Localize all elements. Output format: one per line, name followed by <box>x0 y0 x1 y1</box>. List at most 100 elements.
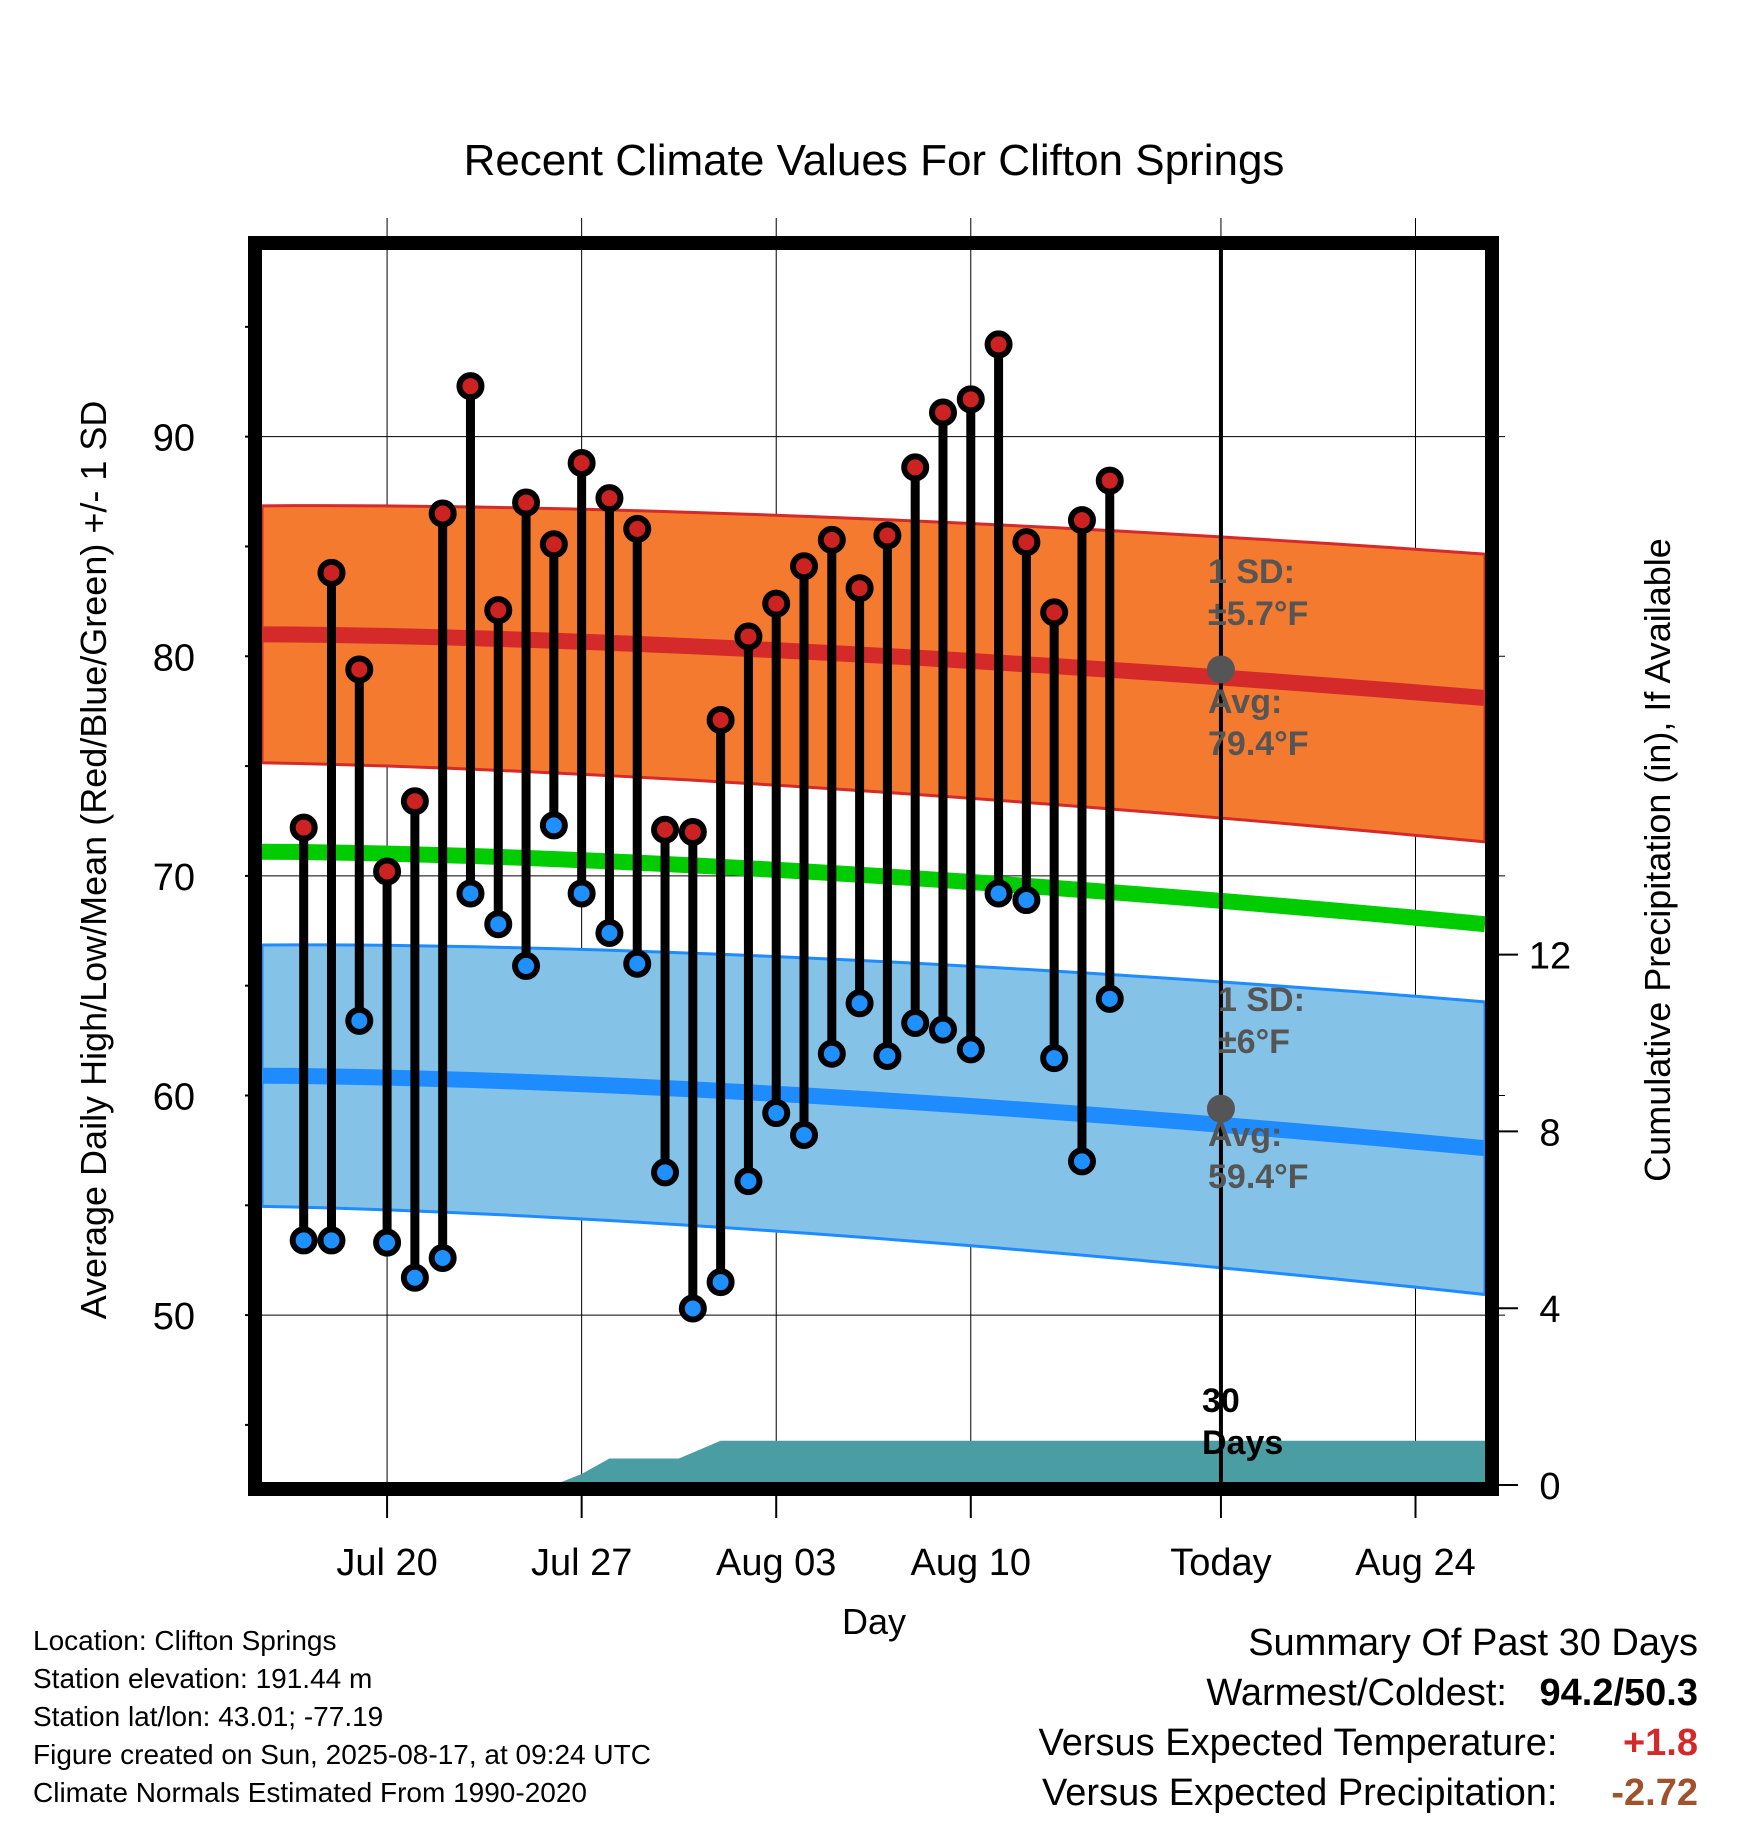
high-point <box>817 525 846 554</box>
high-point <box>512 488 541 517</box>
high-point <box>651 815 680 844</box>
high-point <box>400 787 429 816</box>
high-point <box>678 817 707 846</box>
high-point <box>373 857 402 886</box>
normal-bands <box>260 504 1487 1297</box>
low-point <box>984 879 1013 908</box>
low-point <box>373 1228 402 1257</box>
low-point <box>928 1015 957 1044</box>
low-point <box>345 1006 374 1035</box>
y-tick-label: 90 <box>153 418 195 460</box>
low-point <box>400 1263 429 1292</box>
low-point <box>484 910 513 939</box>
high-point <box>845 574 874 603</box>
high-point <box>567 449 596 478</box>
summary-precip: Versus Expected Precipitation: -2.72 <box>1042 1772 1698 1815</box>
y-right-tick-label: 4 <box>1539 1289 1560 1331</box>
high-point <box>456 372 485 401</box>
x-tick-label: Jul 20 <box>336 1542 437 1584</box>
y-tick-label: 50 <box>153 1296 195 1338</box>
high-today-marker <box>1206 655 1235 684</box>
high-point <box>623 514 652 543</box>
high-point <box>345 655 374 684</box>
precip-value: -2.72 <box>1611 1772 1698 1814</box>
high-point <box>901 453 930 482</box>
low-point <box>845 989 874 1018</box>
low-point <box>317 1226 346 1255</box>
warm-cold-value: 94.2/50.3 <box>1539 1672 1698 1714</box>
y-tick-label: 80 <box>153 637 195 679</box>
low-point <box>623 949 652 978</box>
high-point <box>984 330 1013 359</box>
y-axis-label: Average Daily High/Low/Mean (Red/Blue/Gr… <box>73 401 114 1320</box>
high-point <box>1040 598 1069 627</box>
low-point <box>734 1167 763 1196</box>
y-right-tick-label: 0 <box>1539 1466 1560 1508</box>
low-point <box>1067 1147 1096 1176</box>
gridlines <box>245 218 1505 1508</box>
low-point <box>762 1099 791 1128</box>
low-point <box>456 879 485 908</box>
low-point <box>512 951 541 980</box>
high-point <box>762 589 791 618</box>
high-sd-label: 1 SD: ±5.7°F <box>1208 553 1308 633</box>
high-point <box>484 596 513 625</box>
temp-value: +1.8 <box>1622 1722 1698 1764</box>
low-point <box>678 1294 707 1323</box>
high-point <box>289 813 318 842</box>
high-point <box>928 398 957 427</box>
low-point <box>651 1158 680 1187</box>
high-point <box>734 622 763 651</box>
low-point <box>595 918 624 947</box>
low-point <box>706 1268 735 1297</box>
low-point <box>790 1121 819 1150</box>
y-right-tick-label: 12 <box>1529 936 1571 978</box>
created-text: Figure created on Sun, 2025-08-17, at 09… <box>33 1739 651 1770</box>
precip-label: Versus Expected Precipitation: <box>1042 1772 1558 1814</box>
daily-values <box>289 330 1124 1323</box>
summary-title: Summary Of Past 30 Days <box>1248 1622 1698 1664</box>
summary-warm-cold: Warmest/Coldest: 94.2/50.3 <box>1206 1672 1698 1715</box>
low-normal-line <box>261 1067 1486 1157</box>
low-point <box>873 1041 902 1070</box>
precipitation-area <box>553 1440 1485 1485</box>
high-point <box>539 530 568 559</box>
axes: Jul 20 Jul 27 Aug 03 Aug 10 Today Aug 24 50 60 7… <box>153 236 1571 1584</box>
x-tick-label: Aug 24 <box>1355 1542 1475 1584</box>
plot-frame <box>248 236 1499 1496</box>
high-point <box>1012 528 1041 557</box>
high-normal-line <box>261 626 1486 706</box>
high-point <box>706 705 735 734</box>
low-sd-label: 1 SD: ±6°F <box>1218 981 1305 1061</box>
high-point <box>790 552 819 581</box>
low-point <box>1012 886 1041 915</box>
high-point <box>428 499 457 528</box>
elevation-text: Station elevation: 191.44 m <box>33 1663 373 1694</box>
x-tick-label: Today <box>1170 1542 1271 1584</box>
low-avg-label: Avg: 59.4°F <box>1208 1116 1309 1196</box>
high-point <box>1067 506 1096 535</box>
high-point <box>873 521 902 550</box>
y-tick-label: 60 <box>153 1076 195 1118</box>
x-tick-label: Aug 03 <box>716 1542 836 1584</box>
x-tick-label: Jul 27 <box>531 1542 632 1584</box>
today-days-label: 30 Days <box>1202 1382 1283 1462</box>
low-point <box>1040 1044 1069 1073</box>
normals-text: Climate Normals Estimated From 1990-2020 <box>33 1777 587 1808</box>
low-point <box>956 1035 985 1064</box>
high-point <box>1095 466 1124 495</box>
x-tick-label: Aug 10 <box>911 1542 1031 1584</box>
low-today-marker <box>1206 1094 1235 1123</box>
y-axis-right-label: Cumulative Precipitation (in), If Availa… <box>1637 538 1678 1182</box>
low-point <box>1095 984 1124 1013</box>
y-right-tick-label: 8 <box>1539 1112 1560 1154</box>
high-point <box>956 385 985 414</box>
warm-cold-label: Warmest/Coldest: <box>1206 1672 1507 1714</box>
low-point <box>901 1009 930 1038</box>
low-point <box>539 811 568 840</box>
annotations: 1 SD: ±5.7°F Avg: 79.4°F 1 SD: ±6°F Avg: 59.4°F… <box>1202 250 1309 1482</box>
low-point <box>817 1039 846 1068</box>
location-text: Location: Clifton Springs <box>33 1625 337 1656</box>
summary-temp: Versus Expected Temperature: +1.8 <box>1039 1722 1698 1765</box>
